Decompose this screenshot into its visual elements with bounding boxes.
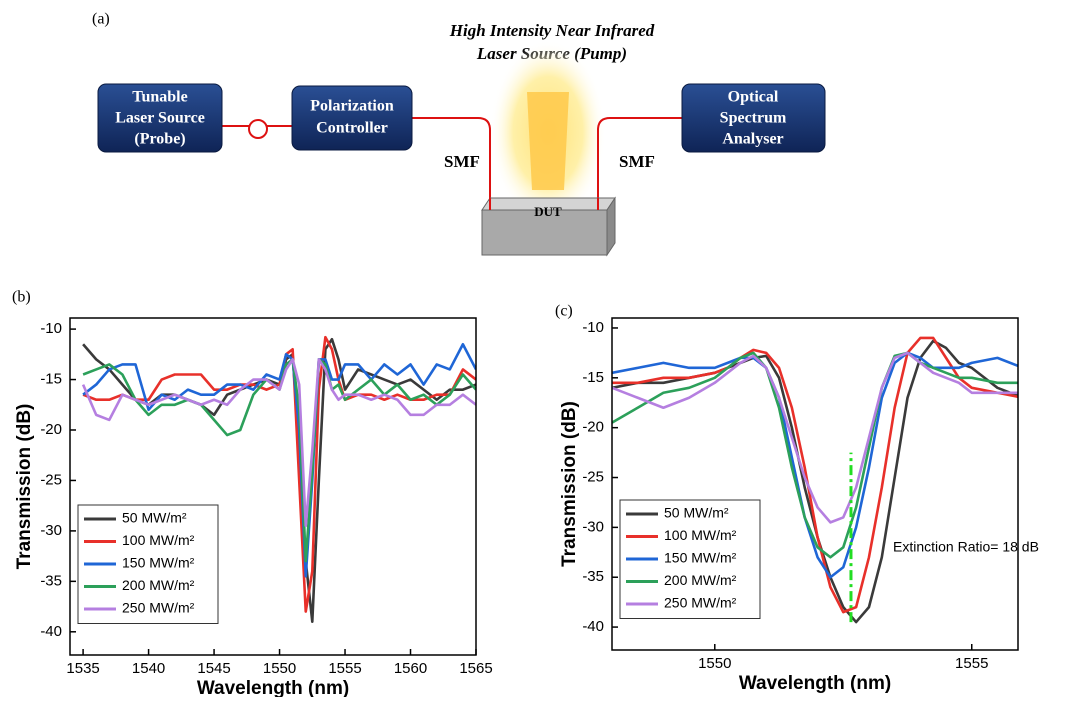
x-tick-label: 1560 [394,660,427,677]
node-label: Optical [728,89,779,106]
legend-label: 200 MW/m² [664,572,737,588]
y-tick-label: -20 [582,419,604,436]
x-tick-label: 1535 [66,660,99,677]
legend-label: 250 MW/m² [122,600,195,616]
node-label: Spectrum [720,110,787,127]
y-tick-label: -35 [582,568,604,585]
series-line [612,351,1018,579]
fiber [412,117,491,210]
chart: (b) -40 -35 -30 -25 -20 -15 -10 1535 1540 1545 1550… [12,289,493,699]
x-tick-label: 1550 [698,655,731,672]
y-axis-label: Transmission (dB) [14,404,35,570]
plot-area [81,335,476,623]
setup-diagram: (a) High Intensity Near Infrared Laser S… [92,11,826,257]
node-label: Polarization [310,98,394,115]
annotation: Extinction Ratio= 18 dB [893,539,1039,555]
node-label: Analyser [722,131,783,148]
series-line [82,335,476,613]
node-box [97,83,223,153]
legend-label: 150 MW/m² [664,550,737,566]
y-tick-label: -10 [582,319,604,336]
node-label: (Probe) [134,131,185,148]
series-line [612,351,1018,524]
legend-label: 200 MW/m² [122,577,195,593]
node-label: Controller [316,120,388,137]
legend-label: 50 MW/m² [664,505,729,521]
panel-label: (b) [12,289,31,306]
y-tick-label: -15 [40,371,62,388]
node-label: Tunable [132,89,187,106]
node-box [291,85,413,151]
chart: (c) -40 -35 -30 -25 -20 -15 -10 1550 1555 Waveleng… [555,303,1039,694]
y-tick-label: -25 [582,468,604,485]
y-axis-label: Transmission (dB) [559,401,580,567]
panel-label: (a) [92,11,110,28]
x-tick-label: 1565 [459,660,492,677]
dut-label: DUT [534,204,562,219]
y-tick-label: -15 [582,369,604,386]
y-tick-label: -20 [40,421,62,438]
x-axis-label: Wavelength (nm) [197,678,349,697]
dut-front [481,209,608,256]
plot-frame [611,317,1019,651]
legend-label: 100 MW/m² [122,532,195,548]
pump-beam [527,92,569,190]
fiber [597,117,682,210]
fiber [489,198,599,210]
series-line [82,358,476,563]
x-tick-label: 1550 [263,660,296,677]
node-box [681,83,826,153]
pump-title: High Intensity Near Infrared [449,21,655,40]
y-tick-label: -35 [40,572,62,589]
series-line [612,336,1018,614]
x-tick-label: 1540 [132,660,165,677]
y-tick-label: -30 [40,522,62,539]
legend-label: 150 MW/m² [122,555,195,571]
series-line [81,358,476,528]
x-tick-label: 1555 [328,660,361,677]
legend-label: 50 MW/m² [122,510,187,526]
panel-label: (c) [555,303,573,320]
fiber-label: SMF [619,152,655,171]
legend-label: 250 MW/m² [664,595,737,611]
fiber-coil [248,119,268,139]
plot-area [612,336,1018,624]
legend-label: 100 MW/m² [664,527,737,543]
legend: 50 MW/m² 100 MW/m² 150 MW/m² 200 MW/m² 250 M… [77,504,219,624]
node-label: Laser Source [115,110,205,127]
series-line [612,351,1018,559]
y-tick-label: -10 [40,320,62,337]
y-tick-label: -40 [582,618,604,635]
y-tick-label: -25 [40,471,62,488]
x-tick-label: 1545 [197,660,230,677]
plot-frame [69,317,477,656]
fiber-label: SMF [444,152,480,171]
y-tick-label: -30 [582,518,604,535]
x-axis-label: Wavelength (nm) [739,673,891,694]
y-tick-label: -40 [40,623,62,640]
legend: 50 MW/m² 100 MW/m² 150 MW/m² 200 MW/m² 250 M… [619,499,761,619]
x-tick-label: 1555 [955,655,988,672]
